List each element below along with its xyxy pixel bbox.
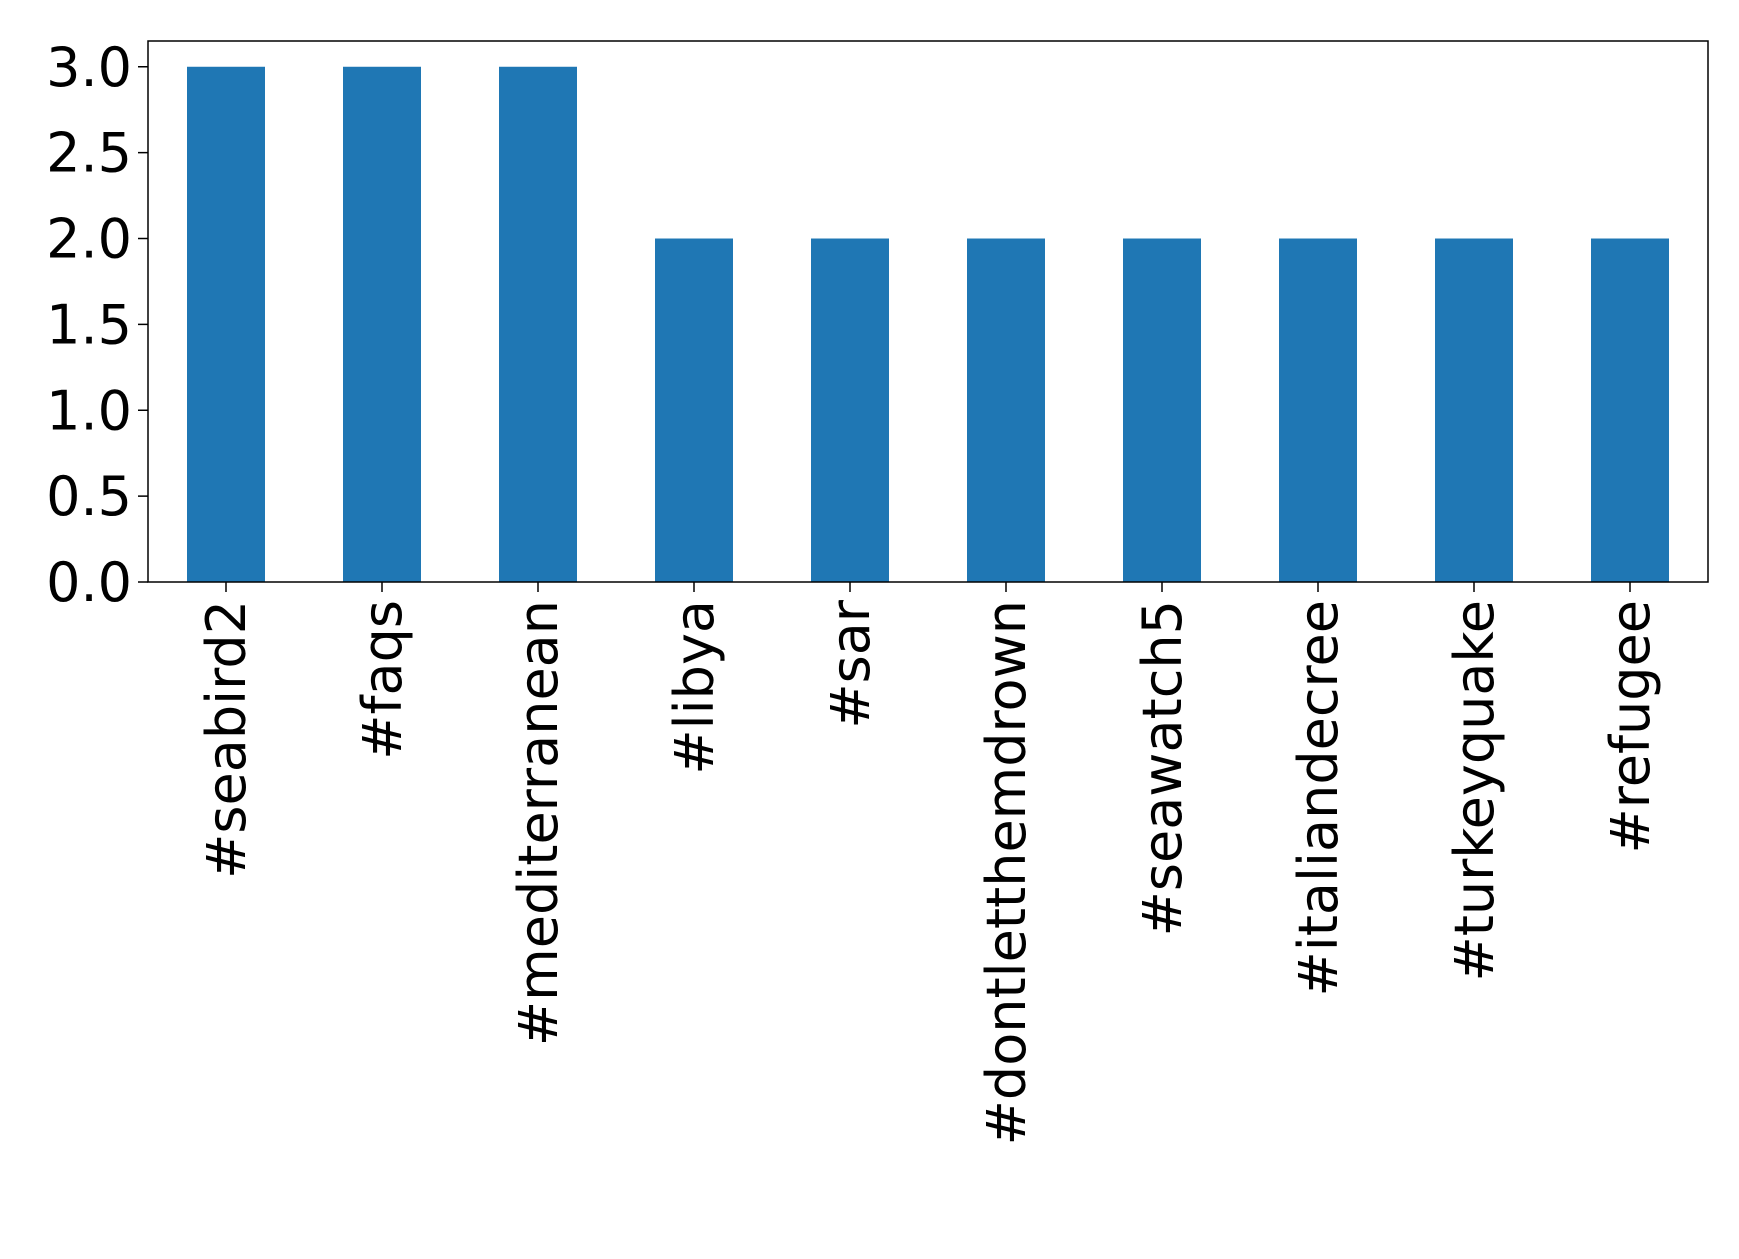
x-tick-label: #faqs xyxy=(351,600,414,760)
bar xyxy=(1279,238,1357,582)
y-tick-label: 1.0 xyxy=(46,379,132,442)
bar xyxy=(343,66,421,582)
x-tick-label: #mediterranean xyxy=(507,600,570,1046)
bar xyxy=(1435,238,1513,582)
y-tick-label: 3.0 xyxy=(46,36,132,99)
y-tick-label: 0.0 xyxy=(46,551,132,614)
x-tick-label: #seabird2 xyxy=(195,600,258,879)
x-tick-label: #refugee xyxy=(1599,600,1662,853)
y-tick-label: 1.5 xyxy=(46,293,132,356)
bar xyxy=(187,66,265,582)
bar xyxy=(1591,238,1669,582)
bar xyxy=(967,238,1045,582)
y-tick-label: 2.5 xyxy=(46,122,132,185)
plot-frame xyxy=(147,40,1709,583)
y-tick-label: 2.0 xyxy=(46,208,132,271)
bar xyxy=(811,238,889,582)
x-tick-label: #sar xyxy=(819,599,882,728)
x-tick-label: #dontletthemdrown xyxy=(975,600,1038,1145)
x-tick-label: #libya xyxy=(663,600,726,775)
bar xyxy=(655,238,733,582)
bar xyxy=(1123,238,1201,582)
bar xyxy=(499,66,577,582)
x-tick-label: #seawatch5 xyxy=(1131,600,1194,936)
x-tick-label: #italiandecree xyxy=(1287,600,1350,996)
x-tick-label: #turkeyquake xyxy=(1443,600,1506,982)
y-tick-label: 0.5 xyxy=(46,465,132,528)
